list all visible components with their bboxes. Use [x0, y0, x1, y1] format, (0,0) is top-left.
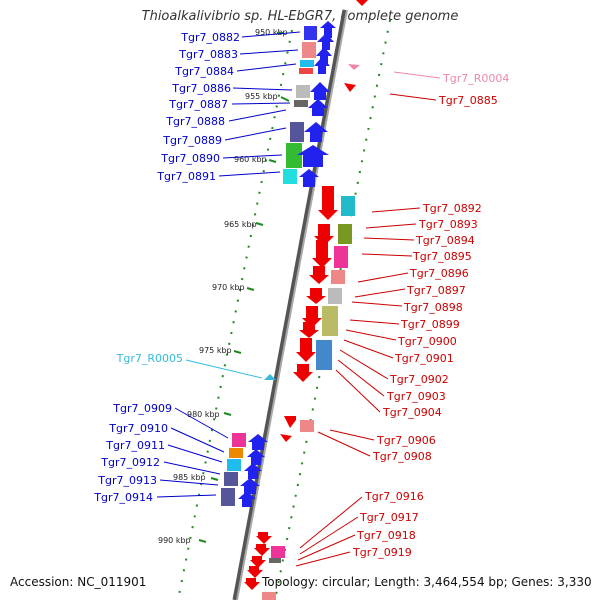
gene-label-0883: Tgr7_0883 — [178, 48, 238, 61]
kbp-tick-950: 950 kbp — [255, 28, 288, 37]
gene-label-0898: Tgr7_0898 — [403, 301, 463, 314]
gene-label-0916: Tgr7_0916 — [364, 490, 424, 503]
gene-label-0913: Tgr7_0913 — [97, 474, 157, 487]
gene-label-0892: Tgr7_0892 — [422, 202, 482, 215]
gene-label-0887: Tgr7_0887 — [168, 98, 228, 111]
gene-label-0917: Tgr7_0917 — [359, 511, 419, 524]
trna-leader-line — [185, 359, 263, 379]
kbp-tick-965: 965 kbp — [224, 220, 257, 229]
kbp-scale: 950 kbp 955 kbp 960 kbp 965 kbp 970 kbp … — [158, 28, 290, 545]
gene-label-0909: Tgr7_0909 — [112, 402, 172, 415]
rrna-label-r0004: Tgr7_R0004 — [442, 72, 509, 85]
left-gene-blocks — [221, 21, 336, 507]
kbp-tick-960: 960 kbp — [234, 155, 267, 164]
genome-backbone — [232, 9, 348, 600]
topology-text: Topology: circular; Length: 3,464,554 bp… — [262, 575, 592, 589]
right-gene-labels: Tgr7_0885 Tgr7_0892 Tgr7_0893 Tgr7_0894 … — [352, 94, 498, 559]
gene-label-0895: Tgr7_0895 — [412, 250, 472, 263]
gene-label-0882: Tgr7_0882 — [180, 31, 240, 44]
gene-label-0919: Tgr7_0919 — [352, 546, 412, 559]
gene-label-0900: Tgr7_0900 — [397, 335, 457, 348]
gene-label-0888: Tgr7_0888 — [165, 115, 225, 128]
kbp-tick-955: 955 kbp — [245, 92, 278, 101]
gene-label-0901: Tgr7_0901 — [394, 352, 454, 365]
gene-label-0908: Tgr7_0908 — [372, 450, 432, 463]
kbp-tick-980: 980 kbp — [187, 410, 220, 419]
gene-label-0891: Tgr7_0891 — [156, 170, 216, 183]
gene-label-0890: Tgr7_0890 — [160, 152, 220, 165]
trna-label-r0005: Tgr7_R0005 — [116, 352, 183, 365]
left-gene-labels: Tgr7_0882 Tgr7_0883 Tgr7_0884 Tgr7_0886 … — [93, 31, 240, 504]
gene-label-0886: Tgr7_0886 — [171, 82, 231, 95]
accession-text: Accession: NC_011901 — [10, 575, 147, 589]
right-gene-blocks — [244, 0, 368, 600]
gene-label-0906: Tgr7_0906 — [376, 434, 436, 447]
kbp-tick-970: 970 kbp — [212, 283, 245, 292]
gene-label-0897: Tgr7_0897 — [406, 284, 466, 297]
gene-label-0899: Tgr7_0899 — [400, 318, 460, 331]
right-leader-lines — [295, 93, 437, 567]
gene-label-0896: Tgr7_0896 — [409, 267, 469, 280]
kbp-tick-990: 990 kbp — [158, 536, 191, 545]
gene-label-0912: Tgr7_0912 — [100, 456, 160, 469]
gene-label-0884: Tgr7_0884 — [174, 65, 234, 78]
gene-label-0885: Tgr7_0885 — [438, 94, 498, 107]
gene-label-0904: Tgr7_0904 — [382, 406, 442, 419]
gene-label-0914: Tgr7_0914 — [93, 491, 153, 504]
left-scale-track — [177, 29, 293, 600]
rrna-leader-line — [393, 71, 441, 79]
gene-label-0889: Tgr7_0889 — [162, 134, 222, 147]
gene-label-0893: Tgr7_0893 — [418, 218, 478, 231]
gene-label-0910: Tgr7_0910 — [108, 422, 168, 435]
genome-title: Thioalkalivibrio sp. HL-EbGR7, complete … — [141, 9, 459, 24]
gene-label-0918: Tgr7_0918 — [356, 529, 416, 542]
left-leader-lines — [156, 31, 301, 498]
kbp-tick-985: 985 kbp — [173, 473, 206, 482]
gene-label-0902: Tgr7_0902 — [389, 373, 449, 386]
gene-label-0911: Tgr7_0911 — [105, 439, 165, 452]
gene-label-0894: Tgr7_0894 — [415, 234, 475, 247]
gene-label-0903: Tgr7_0903 — [386, 390, 446, 403]
kbp-tick-975: 975 kbp — [199, 346, 232, 355]
